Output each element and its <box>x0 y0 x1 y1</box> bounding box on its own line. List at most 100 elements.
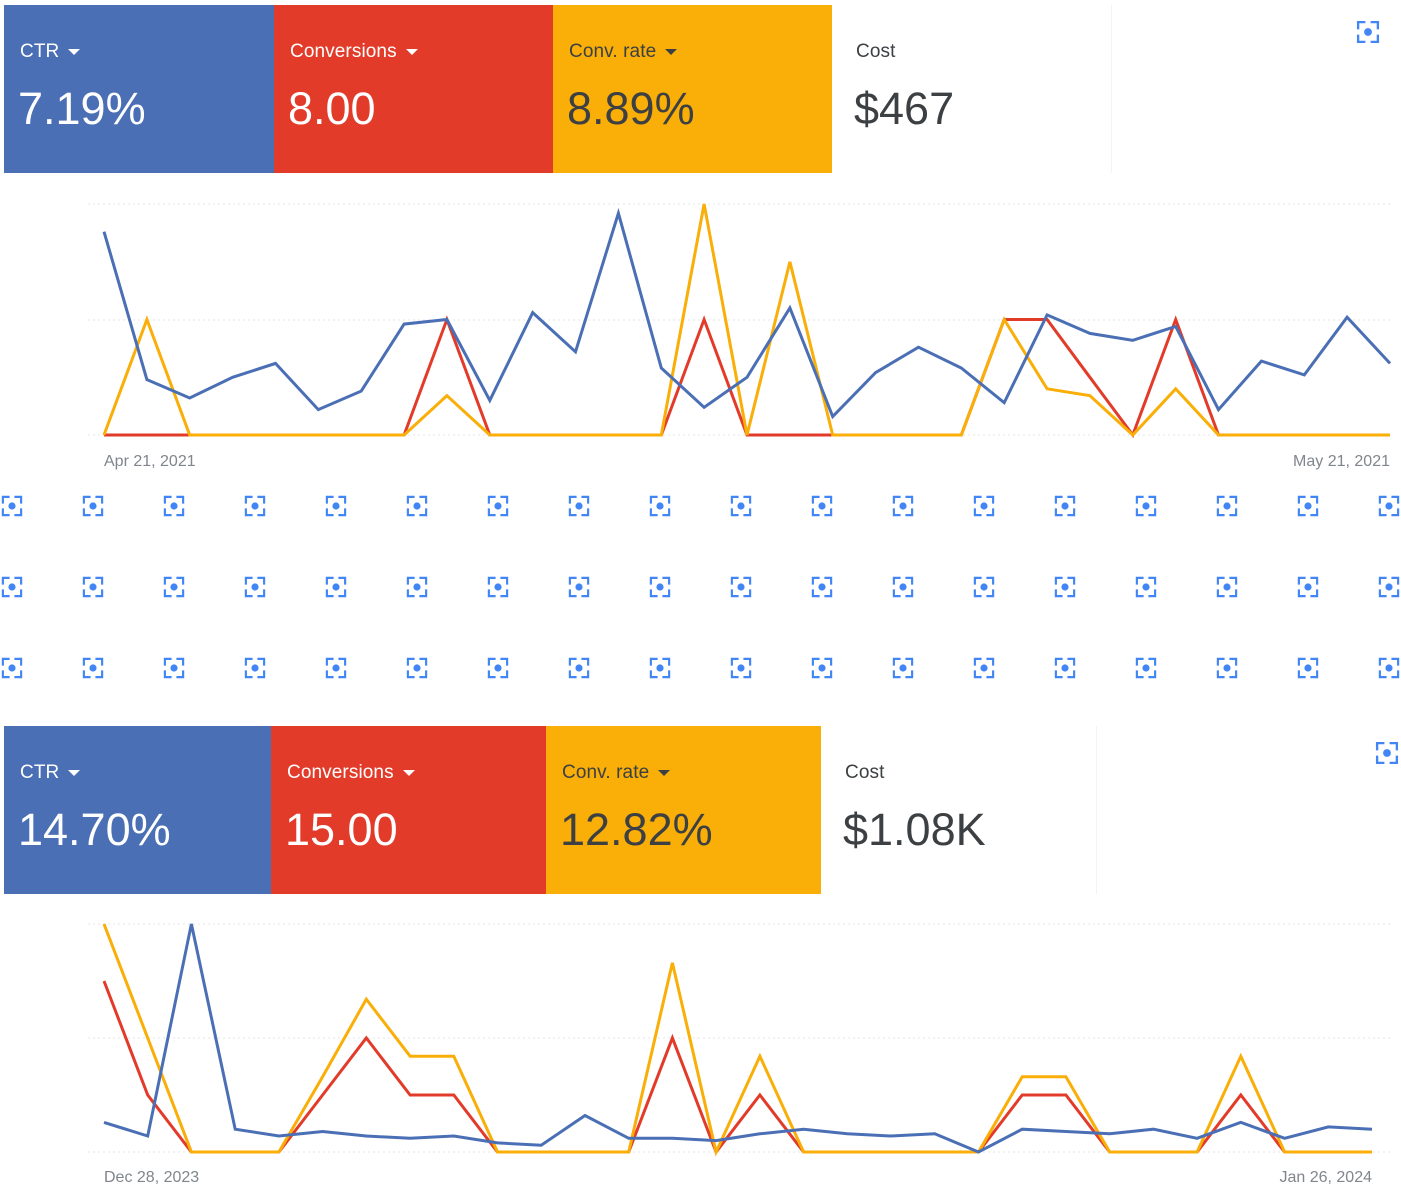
ctr-label: CTR <box>20 762 60 783</box>
dropdown-arrow-icon <box>405 49 418 55</box>
focus-frame-icon[interactable] <box>891 656 915 680</box>
ctr-label-row: CTR <box>20 762 81 784</box>
focus-frame-icon[interactable] <box>486 494 510 518</box>
focus-frame-icon[interactable] <box>1215 575 1239 599</box>
cost-tile[interactable]: Cost $1.08K <box>821 726 1097 894</box>
conversions-tile[interactable]: Conversions 15.00 <box>271 726 546 894</box>
dropdown-arrow-icon <box>665 49 678 55</box>
conv-rate-value: 8.89% <box>567 83 695 134</box>
performance-panel-1: CTR 7.19% Conversions 8.00 Conv. rate 8.… <box>0 0 1401 480</box>
focus-frame-icon[interactable] <box>0 575 24 599</box>
ctr-tile[interactable]: CTR 14.70% <box>4 726 271 894</box>
focus-frame-icon[interactable] <box>1377 494 1401 518</box>
focus-frame-icon[interactable] <box>1377 575 1401 599</box>
focus-frame-icon[interactable] <box>405 494 429 518</box>
conv-rate-value: 12.82% <box>560 804 713 855</box>
focus-frame-icon[interactable] <box>1053 656 1077 680</box>
cost-label: Cost <box>856 41 896 62</box>
focus-frame-icon[interactable] <box>162 575 186 599</box>
cost-value: $1.08K <box>843 804 986 855</box>
focus-frame-icon[interactable] <box>1296 494 1320 518</box>
focus-frame-icon[interactable] <box>324 494 348 518</box>
focus-frame-icon[interactable] <box>243 575 267 599</box>
focus-frame-icon[interactable] <box>324 656 348 680</box>
conv-rate-line <box>102 203 1390 438</box>
fullscreen-icon[interactable] <box>1355 19 1381 45</box>
focus-frame-icon[interactable] <box>486 575 510 599</box>
focus-frame-icon[interactable] <box>810 494 834 518</box>
focus-frame-icon[interactable] <box>324 575 348 599</box>
x-axis-start-date: Apr 21, 2021 <box>104 453 196 470</box>
ctr-line <box>102 207 1392 420</box>
tile-divider <box>1111 5 1112 173</box>
focus-frame-icon[interactable] <box>567 575 591 599</box>
focus-frame-icon[interactable] <box>0 656 24 680</box>
x-axis-end-date: May 21, 2021 <box>1293 453 1390 470</box>
conv-rate-label-row: Conv. rate <box>569 41 678 63</box>
conv-rate-label: Conv. rate <box>562 762 650 783</box>
focus-frame-icon[interactable] <box>567 494 591 518</box>
ctr-label: CTR <box>20 41 60 62</box>
focus-frame-icon[interactable] <box>81 575 105 599</box>
fullscreen-icon[interactable] <box>1374 740 1400 766</box>
focus-frame-icon[interactable] <box>972 494 996 518</box>
focus-frame-icon[interactable] <box>81 494 105 518</box>
focus-frame-icon[interactable] <box>1296 656 1320 680</box>
ctr-label-row: CTR <box>20 41 81 63</box>
focus-frame-icon[interactable] <box>405 656 429 680</box>
conversions-label: Conversions <box>290 41 397 62</box>
focus-frame-icon[interactable] <box>729 656 753 680</box>
focus-frame-icon[interactable] <box>405 575 429 599</box>
conversions-label: Conversions <box>287 762 394 783</box>
dropdown-arrow-icon <box>68 770 81 776</box>
x-axis-start-date: Dec 28, 2023 <box>104 1169 199 1186</box>
focus-frame-icon[interactable] <box>243 656 267 680</box>
performance-panel-2: CTR 14.70% Conversions 15.00 Conv. rate … <box>0 722 1401 1190</box>
line-chart-1: Apr 21, 2021 May 21, 2021 <box>88 203 1392 470</box>
focus-frame-icon[interactable] <box>972 656 996 680</box>
focus-frame-icon[interactable] <box>648 575 672 599</box>
metric-tiles: CTR 14.70% Conversions 15.00 Conv. rate … <box>4 726 1097 894</box>
cost-label-row: Cost <box>845 762 884 784</box>
conversions-value: 15.00 <box>285 804 398 855</box>
conversions-tile[interactable]: Conversions 8.00 <box>274 5 553 173</box>
conv-rate-label: Conv. rate <box>569 41 657 62</box>
line-chart-2: Dec 28, 2023 Jan 26, 2024 <box>88 923 1390 1186</box>
focus-frame-icon[interactable] <box>567 656 591 680</box>
dropdown-arrow-icon <box>68 49 81 55</box>
focus-frame-icon[interactable] <box>162 656 186 680</box>
conv-rate-tile[interactable]: Conv. rate 8.89% <box>553 5 832 173</box>
focus-frame-icon[interactable] <box>810 575 834 599</box>
focus-frame-icon[interactable] <box>1134 656 1158 680</box>
focus-frame-icon[interactable] <box>0 494 24 518</box>
conv-rate-line <box>102 923 1372 1157</box>
focus-frame-icon[interactable] <box>1377 656 1401 680</box>
focus-frame-icon[interactable] <box>486 656 510 680</box>
cost-tile[interactable]: Cost $467 <box>832 5 1112 173</box>
focus-frame-icon[interactable] <box>243 494 267 518</box>
conv-rate-label-row: Conv. rate <box>562 762 671 784</box>
focus-frame-icon[interactable] <box>891 494 915 518</box>
focus-frame-icon[interactable] <box>729 494 753 518</box>
focus-frame-icon[interactable] <box>1215 494 1239 518</box>
focus-frame-icon[interactable] <box>1296 575 1320 599</box>
dropdown-arrow-icon <box>658 770 671 776</box>
ctr-tile[interactable]: CTR 7.19% <box>4 5 274 173</box>
focus-frame-icon[interactable] <box>1134 494 1158 518</box>
focus-frame-icon[interactable] <box>1053 494 1077 518</box>
icon-grid <box>0 494 1401 690</box>
focus-frame-icon[interactable] <box>648 494 672 518</box>
focus-frame-icon[interactable] <box>648 656 672 680</box>
focus-frame-icon[interactable] <box>81 656 105 680</box>
focus-frame-icon[interactable] <box>1053 575 1077 599</box>
focus-frame-icon[interactable] <box>1215 656 1239 680</box>
focus-frame-icon[interactable] <box>972 575 996 599</box>
focus-frame-icon[interactable] <box>162 494 186 518</box>
conversions-value: 8.00 <box>288 83 376 134</box>
focus-frame-icon[interactable] <box>810 656 834 680</box>
focus-frame-icon[interactable] <box>1134 575 1158 599</box>
focus-frame-icon[interactable] <box>891 575 915 599</box>
ctr-line <box>103 923 1373 1154</box>
conv-rate-tile[interactable]: Conv. rate 12.82% <box>546 726 821 894</box>
focus-frame-icon[interactable] <box>729 575 753 599</box>
